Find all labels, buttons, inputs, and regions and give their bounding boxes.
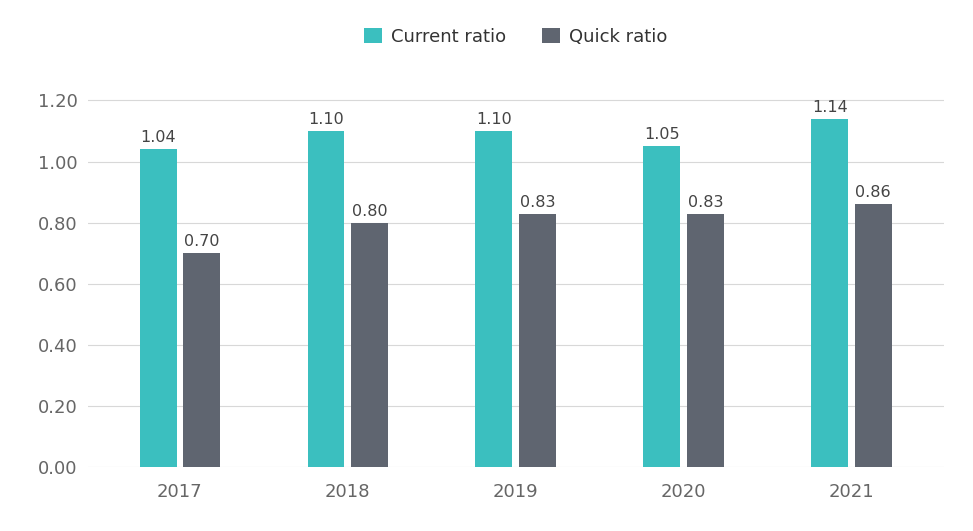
Bar (519, 213, 556, 467)
Text: 1.10: 1.10 (476, 112, 512, 127)
Bar (139, 149, 176, 467)
Text: 0.86: 0.86 (855, 185, 891, 200)
Bar (855, 204, 892, 467)
Bar (183, 253, 220, 467)
Bar (687, 213, 724, 467)
Text: 1.05: 1.05 (644, 127, 679, 142)
Bar (643, 146, 680, 467)
Text: 0.80: 0.80 (352, 204, 387, 219)
Bar (351, 222, 388, 467)
Text: 0.70: 0.70 (184, 234, 220, 249)
Text: 0.83: 0.83 (520, 194, 556, 210)
Legend: Current ratio, Quick ratio: Current ratio, Quick ratio (356, 20, 675, 53)
Bar (811, 119, 848, 467)
Bar (476, 131, 513, 467)
Text: 1.14: 1.14 (811, 100, 847, 115)
Text: 1.10: 1.10 (308, 112, 343, 127)
Text: 0.83: 0.83 (688, 194, 723, 210)
Bar (307, 131, 344, 467)
Text: 1.04: 1.04 (140, 130, 176, 145)
